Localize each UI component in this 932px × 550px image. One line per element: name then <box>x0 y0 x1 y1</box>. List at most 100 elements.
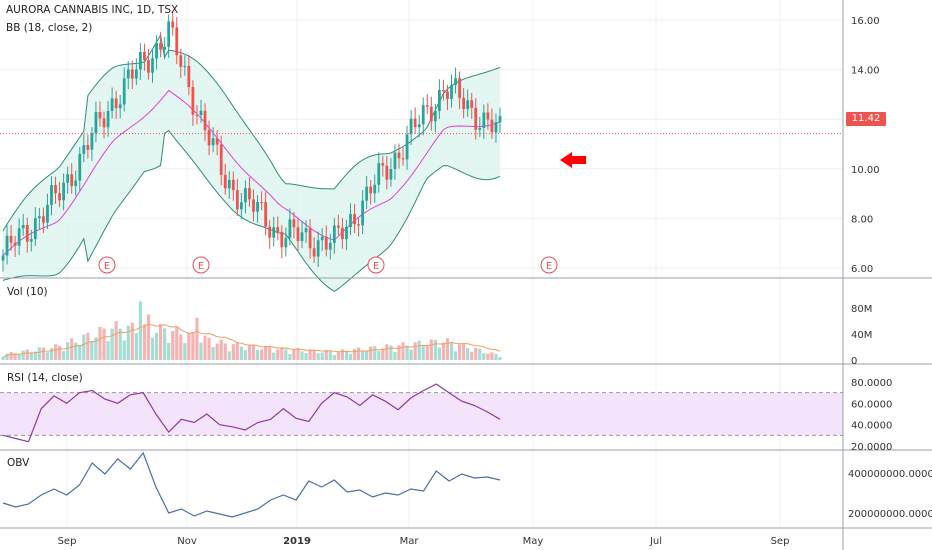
volume-bar <box>102 328 106 360</box>
candle-body <box>345 226 348 240</box>
volume-bar <box>114 321 118 360</box>
candle-body <box>332 225 336 243</box>
volume-bar <box>175 326 179 360</box>
volume-bar <box>163 328 167 360</box>
volume-bar <box>13 353 17 360</box>
earnings-marker-label: E <box>198 261 204 272</box>
candle-body <box>159 43 162 50</box>
volume-bar <box>373 346 377 360</box>
volume-bar <box>433 339 437 360</box>
volume-bar <box>150 337 155 360</box>
candle-body <box>62 182 66 201</box>
candle-body <box>187 65 191 88</box>
volume-bar <box>247 344 252 360</box>
candle-body <box>151 58 154 73</box>
volume-bar <box>260 349 264 360</box>
candle-body <box>29 239 33 242</box>
candle-body <box>147 60 150 73</box>
candle-body <box>470 100 474 108</box>
rsi-line <box>2 383 501 443</box>
candle-body <box>341 227 344 240</box>
arrow-left-icon <box>560 152 586 168</box>
volume-bar <box>57 345 62 360</box>
candle-body <box>94 112 98 134</box>
candle-body <box>304 228 308 233</box>
volume-bar <box>154 332 159 360</box>
candle-body <box>54 185 57 194</box>
volume-bar <box>421 346 425 360</box>
chart-title: AURORA CANNABIS INC, 1D, TSX <box>6 4 179 16</box>
candle-body <box>126 69 130 79</box>
volume-bar <box>118 328 122 360</box>
candle-body <box>458 78 461 98</box>
volume-bar <box>486 353 490 360</box>
volume-bar <box>53 344 58 360</box>
volume-bar <box>288 354 292 360</box>
volume-bar <box>235 342 239 360</box>
last-price-badge: 11.42 <box>846 112 886 126</box>
candle-body <box>264 202 268 227</box>
candle-body <box>486 112 490 120</box>
volume-bar <box>239 346 243 360</box>
volume-bar <box>413 342 417 360</box>
volume-bar <box>304 353 308 360</box>
volume-bar <box>377 351 381 360</box>
volume-bar <box>207 337 211 360</box>
candle-body <box>46 204 49 223</box>
volume-bar <box>494 354 498 360</box>
bollinger-band-fill <box>3 35 500 292</box>
volume-bar <box>255 349 260 360</box>
volume-bar <box>49 348 54 360</box>
candle-body <box>191 87 195 115</box>
bollinger-basis-line <box>2 89 501 256</box>
volume-bar <box>389 345 393 360</box>
volume-bar <box>268 347 272 360</box>
volume-bar <box>369 346 373 360</box>
candle-body <box>308 228 312 249</box>
rsi-tick-label: 40.0000 <box>851 421 892 432</box>
rsi-band <box>0 392 843 436</box>
candle-body <box>417 124 421 128</box>
candle-body <box>248 188 251 200</box>
candle-body <box>134 69 138 79</box>
volume-bar <box>82 334 86 360</box>
volume-bar <box>203 335 207 360</box>
candle-body <box>163 46 167 50</box>
candle-body <box>143 52 146 61</box>
volume-bar <box>122 340 126 360</box>
volume-bar <box>356 347 361 360</box>
volume-bar <box>300 351 304 360</box>
candle-body <box>442 90 445 92</box>
candle-body <box>272 227 276 238</box>
volume-bar <box>106 341 110 360</box>
volume-bar <box>66 342 70 360</box>
volume-bar <box>167 342 171 360</box>
volume-bar <box>324 349 328 360</box>
candle-body <box>1 255 5 261</box>
volume-bar <box>219 339 223 360</box>
volume-bar <box>445 338 450 360</box>
volume-bar <box>41 347 46 360</box>
candle-body <box>498 116 502 123</box>
candle-body <box>175 27 179 56</box>
x-tick-label: May <box>523 536 544 547</box>
volume-bar <box>231 344 235 360</box>
volume-bar <box>74 342 78 360</box>
earnings-marker-label: E <box>546 261 552 272</box>
candle-body <box>171 21 175 28</box>
candle-body <box>199 110 203 116</box>
volume-bar <box>474 347 478 360</box>
price-tick-label: 14.00 <box>851 66 880 77</box>
candle-body <box>361 200 365 226</box>
candle-body <box>454 78 457 85</box>
candle-body <box>474 107 478 130</box>
obv-line <box>2 451 501 518</box>
obv-pane <box>2 451 501 518</box>
volume-bar <box>179 334 183 360</box>
volume-bar <box>441 342 446 360</box>
volume-bar <box>498 357 502 360</box>
candle-body <box>280 232 284 248</box>
volume-bar <box>33 351 37 360</box>
volume-bar <box>142 324 147 360</box>
